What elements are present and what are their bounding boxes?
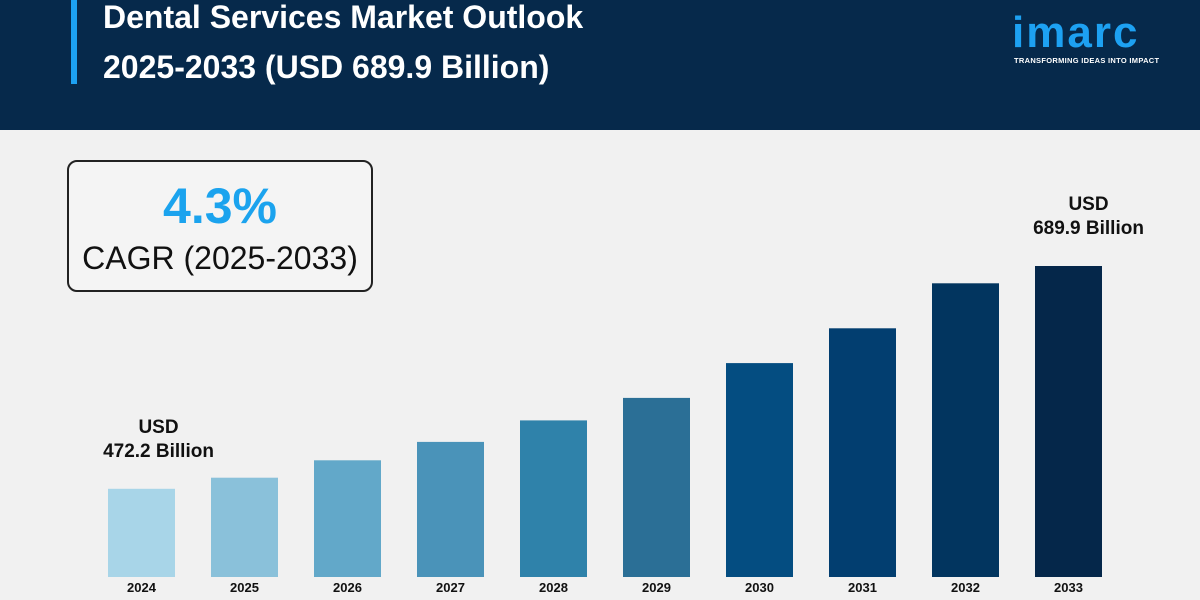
imarc-logo: imarc TRANSFORMING IDEAS INTO IMPACT xyxy=(1012,8,1162,70)
callout-2033-line1: USD xyxy=(1068,194,1108,215)
title-line-1: Dental Services Market Outlook xyxy=(103,0,584,35)
x-tick-2033: 2033 xyxy=(1054,580,1083,595)
callout-2033: USD 689.9 Billion xyxy=(1033,194,1144,239)
bar-2029 xyxy=(623,397,690,577)
x-tick-2031: 2031 xyxy=(848,580,877,595)
bar-2032 xyxy=(932,283,999,577)
bar-2027 xyxy=(417,441,484,577)
bar-2025 xyxy=(211,477,278,577)
callout-2033-line2: 689.9 Billion xyxy=(1033,218,1144,239)
title-accent-bar xyxy=(71,0,77,84)
logo-tagline: TRANSFORMING IDEAS INTO IMPACT xyxy=(1014,56,1160,65)
x-tick-2024: 2024 xyxy=(127,580,157,595)
cagr-value: 4.3% xyxy=(163,178,277,234)
bar-2028 xyxy=(520,420,587,577)
title-line-2: 2025-2033 (USD 689.9 Billion) xyxy=(103,49,550,85)
bar-2024 xyxy=(108,488,175,577)
x-tick-2029: 2029 xyxy=(642,580,671,595)
cagr-box: 4.3% CAGR (2025-2033) xyxy=(67,160,373,292)
page-title: Dental Services Market Outlook 2025-2033… xyxy=(103,0,583,92)
x-tick-2026: 2026 xyxy=(333,580,362,595)
header-banner: Dental Services Market Outlook 2025-2033… xyxy=(0,0,1200,130)
x-tick-2027: 2027 xyxy=(436,580,465,595)
x-tick-2028: 2028 xyxy=(539,580,568,595)
bar-2026 xyxy=(314,460,381,577)
bar-2030 xyxy=(726,363,793,577)
x-tick-2030: 2030 xyxy=(745,580,774,595)
callout-2024-line2: 472.2 Billion xyxy=(103,441,214,462)
callout-2024: USD 472.2 Billion xyxy=(103,417,214,462)
logo-wordmark: imarc xyxy=(1012,8,1140,57)
x-tick-2032: 2032 xyxy=(951,580,980,595)
x-tick-2025: 2025 xyxy=(230,580,259,595)
bar-2033 xyxy=(1035,266,1102,577)
bar-2031 xyxy=(829,328,896,577)
cagr-label: CAGR (2025-2033) xyxy=(82,240,358,276)
callout-2024-line1: USD xyxy=(138,417,178,438)
